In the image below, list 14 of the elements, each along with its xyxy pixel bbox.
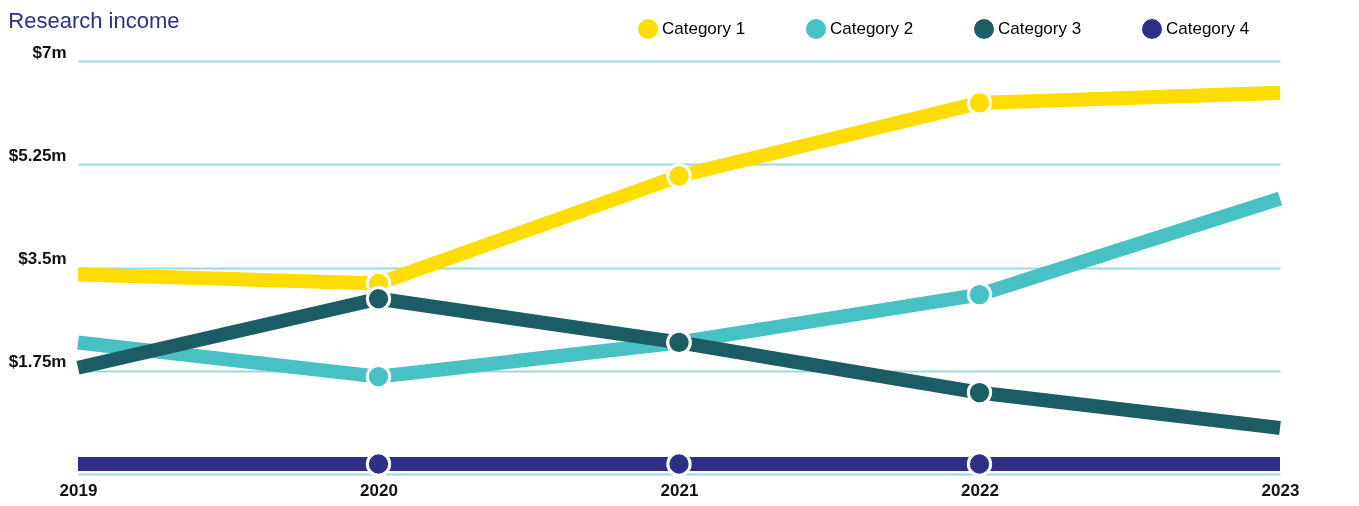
x-tick-label: 2020 [360, 480, 398, 500]
x-tick-label: 2022 [961, 480, 999, 500]
y-tick-label: $3.5m [18, 249, 67, 268]
legend-label: Category 3 [998, 19, 1082, 38]
legend-label: Category 1 [662, 19, 746, 38]
x-tick-label: 2023 [1261, 480, 1300, 500]
legend-label: Category 4 [1166, 19, 1250, 38]
chart-title: Research income [8, 8, 180, 33]
x-tick-label: 2021 [660, 480, 699, 500]
y-tick-label: $5.25m [8, 145, 67, 165]
legend-label: Category 2 [830, 19, 914, 38]
y-tick-label: $1.75m [8, 352, 67, 372]
x-tick-label: 2019 [59, 480, 98, 500]
y-tick-label: $7m [32, 42, 67, 62]
